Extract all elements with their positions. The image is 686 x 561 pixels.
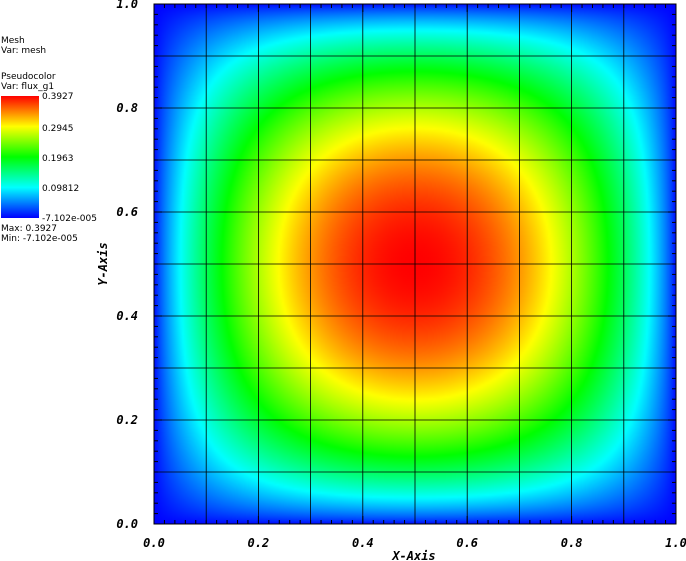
x-tick-label-0: 0.0	[143, 536, 165, 550]
x-tick-label-2: 0.4	[352, 536, 374, 550]
y-tick-label-4: 0.8	[116, 101, 138, 115]
axis-ticks	[153, 3, 677, 525]
y-axis-title: Y-Axis	[96, 242, 110, 285]
mesh-grid	[154, 4, 676, 524]
x-tick-label-3: 0.6	[456, 536, 478, 550]
pseudocolor-legend-title: Pseudocolor	[1, 72, 56, 82]
x-tick-label-4: 0.8	[561, 536, 583, 550]
colorbar-label-5: -7.102e-005	[42, 214, 97, 224]
colorbar-label-4: 0.09812	[42, 184, 80, 194]
colorbar-label-3: 0.1963	[42, 154, 74, 164]
colorbar	[1, 96, 39, 218]
colorbar-label-1: 0.3927	[42, 92, 74, 102]
colorbar-label-2: 0.2945	[42, 124, 74, 134]
y-tick-label-1: 0.2	[116, 413, 138, 427]
y-tick-label-0: 0.0	[116, 517, 138, 531]
y-tick-label-5: 1.0	[116, 0, 138, 11]
pseudocolor-legend-var: Var: flux_g1	[1, 82, 55, 92]
mesh-legend-var: Var: mesh	[1, 46, 47, 56]
mesh-legend-title: Mesh	[1, 36, 25, 46]
legend-max: Max: 0.3927	[1, 224, 57, 234]
y-tick-labels: 0.0 0.2 0.4 0.6 0.8 1.0	[116, 0, 138, 531]
x-tick-labels: 0.0 0.2 0.4 0.6 0.8 1.0	[143, 536, 686, 550]
x-tick-label-1: 0.2	[248, 536, 270, 550]
y-tick-label-3: 0.6	[116, 205, 138, 219]
x-tick-label-5: 1.0	[665, 536, 686, 550]
y-tick-label-2: 0.4	[116, 309, 138, 323]
x-axis-title: X-Axis	[391, 549, 435, 561]
legend-min: Min: -7.102e-005	[1, 234, 78, 244]
